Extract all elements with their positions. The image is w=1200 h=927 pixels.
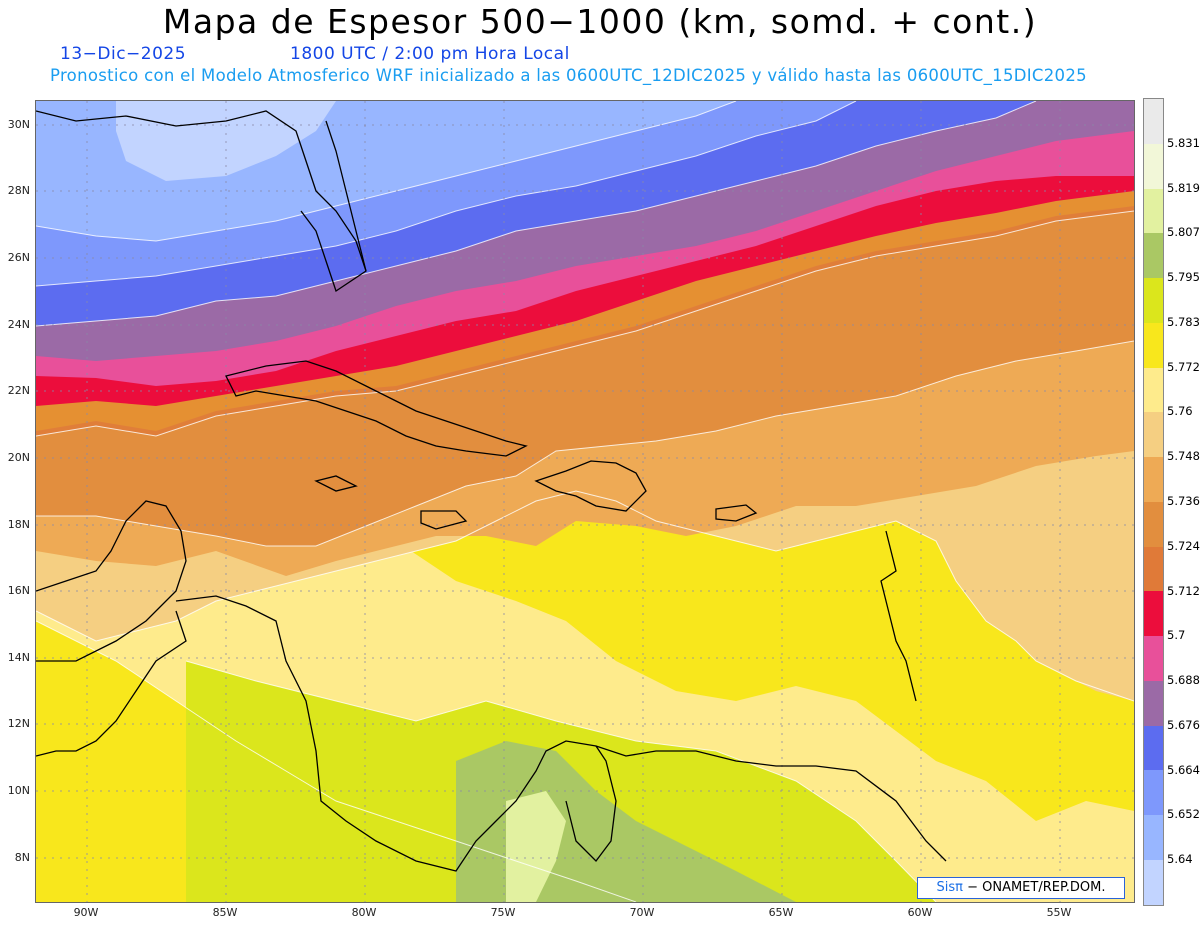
lon-label: 70W bbox=[629, 906, 655, 919]
colorbar-label: 5.783 bbox=[1167, 314, 1200, 329]
lat-label: 16N bbox=[7, 584, 30, 597]
colorbar-swatch bbox=[1144, 278, 1163, 323]
colorbar-label: 5.76 bbox=[1167, 404, 1193, 419]
colorbar-label: 5.7 bbox=[1167, 628, 1186, 643]
colorbar-swatch bbox=[1144, 860, 1163, 905]
lat-label: 18N bbox=[7, 518, 30, 531]
lon-label: 65W bbox=[768, 906, 794, 919]
colorbar-swatch bbox=[1144, 591, 1163, 637]
colorbar-swatch bbox=[1144, 457, 1163, 502]
colorbar-swatch bbox=[1144, 99, 1163, 144]
colorbar-swatch bbox=[1144, 322, 1163, 368]
credit-box: Sisπ − ONAMET/REP.DOM. bbox=[917, 877, 1125, 899]
colorbar-swatch bbox=[1144, 412, 1163, 458]
lat-label: 14N bbox=[7, 651, 30, 664]
lon-label: 60W bbox=[907, 906, 933, 919]
colorbar-swatch bbox=[1144, 770, 1163, 816]
lon-label: 90W bbox=[73, 906, 99, 919]
colorbar-label: 5.795 bbox=[1167, 270, 1200, 285]
colorbar-label: 5.772 bbox=[1167, 359, 1200, 374]
lon-label: 75W bbox=[490, 906, 516, 919]
credit-brand: Sisπ bbox=[936, 880, 963, 895]
lon-label: 85W bbox=[212, 906, 238, 919]
colorbar-swatch bbox=[1144, 233, 1163, 279]
colorbar-swatch bbox=[1144, 546, 1163, 592]
colorbar-swatch bbox=[1144, 636, 1163, 681]
thickness-field bbox=[36, 101, 1134, 902]
colorbar-label: 5.64 bbox=[1167, 852, 1193, 867]
colorbar-label: 5.807 bbox=[1167, 225, 1200, 240]
colorbar-label: 5.664 bbox=[1167, 762, 1200, 777]
colorbar-label: 5.712 bbox=[1167, 583, 1200, 598]
colorbar-label: 5.736 bbox=[1167, 494, 1200, 508]
lat-label: 20N bbox=[7, 451, 30, 464]
lon-label: 80W bbox=[351, 906, 377, 919]
colorbar-label: 5.652 bbox=[1167, 807, 1200, 822]
map-title: Mapa de Espesor 500−1000 (km, somd. + co… bbox=[162, 2, 1038, 41]
lat-label: 26N bbox=[7, 251, 30, 264]
colorbar-label: 5.724 bbox=[1167, 538, 1200, 553]
colorbar-label: 5.676 bbox=[1167, 717, 1200, 732]
colorbar-swatch bbox=[1144, 815, 1163, 861]
colorbar-label: 5.688 bbox=[1167, 673, 1200, 688]
colorbar-swatch bbox=[1144, 188, 1163, 234]
colorbar-swatch bbox=[1144, 143, 1163, 189]
thickness-map bbox=[35, 100, 1135, 903]
colorbar bbox=[1143, 98, 1164, 906]
lat-label: 28N bbox=[7, 184, 30, 197]
lat-label: 12N bbox=[7, 717, 30, 730]
lat-label: 24N bbox=[7, 318, 30, 331]
lat-label: 10N bbox=[7, 784, 30, 797]
forecast-description: Pronostico con el Modelo Atmosferico WRF… bbox=[50, 66, 1087, 85]
forecast-date: 13−Dic−2025 bbox=[60, 44, 187, 64]
colorbar-label: 5.819 bbox=[1167, 180, 1200, 195]
lat-label: 8N bbox=[14, 851, 30, 864]
lat-label: 30N bbox=[7, 118, 30, 131]
colorbar-label: 5.831 bbox=[1167, 135, 1200, 150]
colorbar-swatch bbox=[1144, 501, 1163, 547]
lat-label: 22N bbox=[7, 384, 30, 397]
colorbar-swatch bbox=[1144, 725, 1163, 771]
coastlines bbox=[36, 110, 947, 872]
colorbar-swatch bbox=[1144, 680, 1163, 726]
credit-text: − ONAMET/REP.DOM. bbox=[967, 880, 1106, 895]
forecast-time: 1800 UTC / 2:00 pm Hora Local bbox=[290, 44, 570, 64]
colorbar-swatch bbox=[1144, 367, 1163, 413]
colorbar-label: 5.748 bbox=[1167, 449, 1200, 464]
lon-label: 55W bbox=[1046, 906, 1072, 919]
